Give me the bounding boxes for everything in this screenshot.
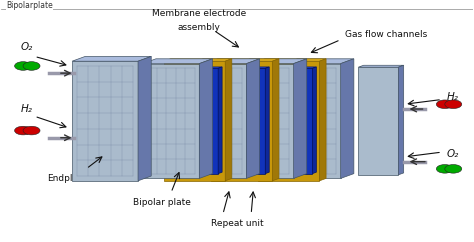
Polygon shape: [164, 59, 232, 61]
Polygon shape: [273, 59, 279, 181]
Polygon shape: [171, 67, 222, 68]
Polygon shape: [143, 64, 199, 178]
Polygon shape: [199, 59, 212, 178]
Polygon shape: [265, 67, 269, 174]
Polygon shape: [218, 67, 222, 174]
Polygon shape: [211, 59, 279, 61]
Text: Membrane electrode: Membrane electrode: [152, 8, 246, 18]
Polygon shape: [164, 61, 225, 181]
Text: O₂: O₂: [447, 150, 459, 159]
Polygon shape: [258, 59, 326, 61]
Text: Bipolar plate: Bipolar plate: [133, 197, 191, 207]
Polygon shape: [190, 64, 246, 178]
Polygon shape: [265, 67, 316, 68]
Circle shape: [445, 100, 462, 109]
Circle shape: [445, 165, 462, 173]
Polygon shape: [190, 59, 260, 64]
Circle shape: [437, 165, 453, 173]
Text: Repeat unit: Repeat unit: [210, 219, 264, 228]
Text: Gas flow channels: Gas flow channels: [346, 30, 428, 39]
Polygon shape: [284, 59, 354, 64]
Circle shape: [15, 126, 32, 135]
Polygon shape: [398, 65, 404, 175]
Polygon shape: [138, 56, 151, 181]
Circle shape: [15, 62, 32, 70]
Text: Endplate: Endplate: [47, 174, 88, 183]
Polygon shape: [265, 68, 312, 174]
Polygon shape: [258, 61, 319, 181]
Polygon shape: [358, 67, 398, 175]
Polygon shape: [143, 59, 212, 64]
Circle shape: [437, 100, 453, 109]
Polygon shape: [218, 68, 265, 174]
Text: Bipolarplate: Bipolarplate: [6, 1, 53, 10]
Text: H₂: H₂: [447, 92, 458, 102]
Polygon shape: [246, 59, 260, 178]
Polygon shape: [341, 59, 354, 178]
Text: O₂: O₂: [20, 42, 33, 52]
Polygon shape: [284, 64, 341, 178]
Polygon shape: [72, 56, 151, 61]
Circle shape: [23, 62, 40, 70]
Polygon shape: [237, 59, 307, 64]
Polygon shape: [293, 59, 307, 178]
Circle shape: [23, 126, 40, 135]
Polygon shape: [218, 67, 269, 68]
Polygon shape: [358, 65, 404, 67]
Polygon shape: [211, 61, 273, 181]
Text: H₂: H₂: [20, 104, 32, 114]
Polygon shape: [312, 67, 316, 174]
Polygon shape: [72, 61, 138, 181]
Text: assembly: assembly: [178, 23, 221, 32]
Polygon shape: [171, 68, 218, 174]
Polygon shape: [319, 59, 326, 181]
Polygon shape: [237, 64, 293, 178]
Polygon shape: [225, 59, 232, 181]
